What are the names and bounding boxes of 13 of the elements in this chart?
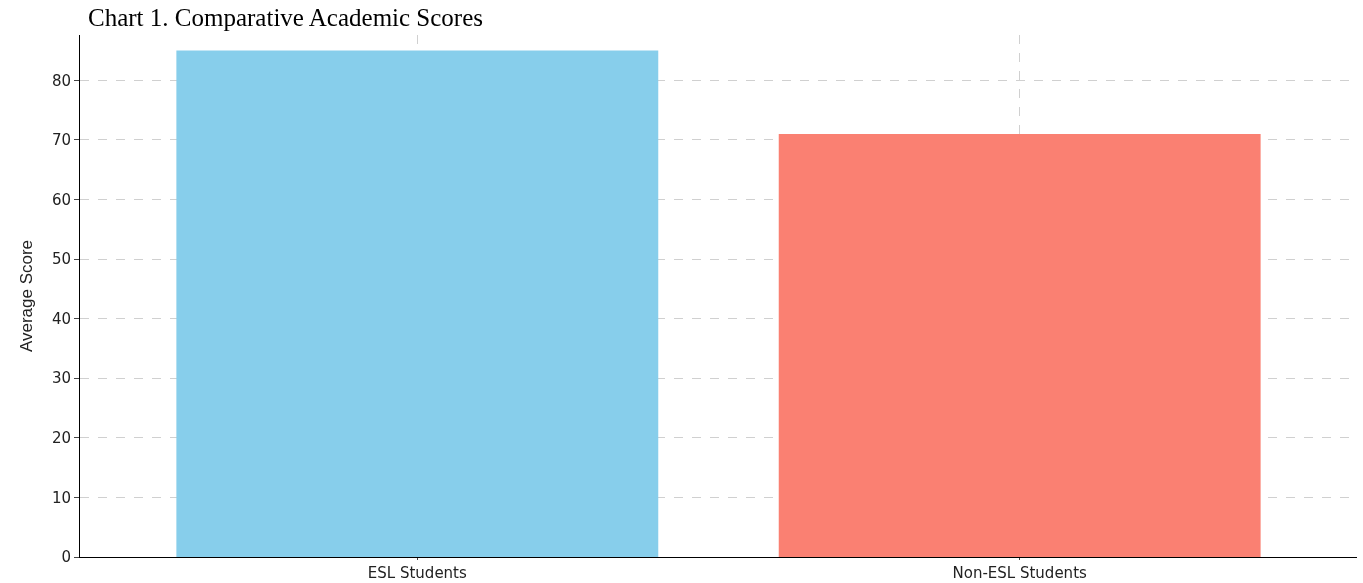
chart-title: Chart 1. Comparative Academic Scores	[88, 4, 484, 32]
x-tick-label: ESL Students	[367, 564, 467, 582]
y-tick-label: 70	[51, 131, 71, 150]
y-tick-label: 50	[51, 250, 71, 269]
y-tick-label: 30	[51, 369, 71, 388]
y-axis-title: Average Score	[17, 239, 37, 353]
y-tick-label: 60	[51, 190, 71, 209]
y-tick-label: 40	[51, 309, 71, 328]
y-tick-label: 80	[51, 71, 71, 90]
y-tick-label: 20	[51, 429, 71, 448]
y-tick-label: 10	[51, 488, 71, 507]
y-tick-label: 0	[61, 548, 71, 567]
x-tick-label: Non-ESL Students	[952, 564, 1088, 582]
